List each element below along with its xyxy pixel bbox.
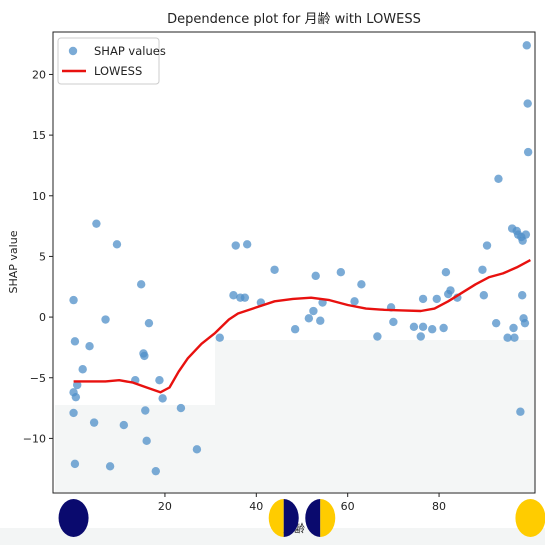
axes-frame xyxy=(52,31,536,494)
scatter-point xyxy=(416,332,425,341)
legend-marker-shap xyxy=(68,46,78,56)
x-tick-label: 40 xyxy=(249,500,263,513)
scatter-point xyxy=(140,351,149,361)
scatter-point xyxy=(89,418,99,427)
scatter-point xyxy=(73,380,82,390)
plot-shading xyxy=(55,305,535,492)
scatter-point xyxy=(311,271,320,281)
scatter-point xyxy=(151,466,160,476)
scatter-point xyxy=(357,280,366,289)
legend: SHAP values LOWESS xyxy=(57,37,166,85)
scatter-point xyxy=(231,241,240,250)
chart-title: Dependence plot for 月齢 with LOWESS xyxy=(167,12,421,27)
scatter-point xyxy=(69,295,78,305)
scatter-point xyxy=(92,219,101,228)
y-tick-label: −5 xyxy=(30,372,46,385)
scatter-point xyxy=(503,333,512,342)
scatter-point xyxy=(155,375,164,385)
scatter-point xyxy=(112,240,122,249)
scatter-point xyxy=(491,318,501,328)
scatter-point xyxy=(101,315,110,324)
axis-ticks: 20 40 60 80 −10 −5 0 5 10 15 20 xyxy=(23,68,446,513)
scatter-point xyxy=(522,41,531,50)
scatter-point xyxy=(523,147,533,157)
y-tick-label: −10 xyxy=(23,432,46,445)
scatter-point xyxy=(478,265,487,274)
bottom-strip xyxy=(0,528,545,545)
lowess-line xyxy=(73,259,531,394)
scatter-point xyxy=(418,294,428,304)
scatter-point xyxy=(439,323,448,333)
scatter-point xyxy=(309,306,318,316)
x-tick-label: 80 xyxy=(432,500,446,513)
scatter-point xyxy=(428,325,437,334)
scatter-point xyxy=(304,314,314,323)
scatter-point xyxy=(85,342,94,351)
scatter-point xyxy=(336,268,346,277)
scatter-point xyxy=(520,318,530,328)
lowess-line-group xyxy=(73,259,531,394)
y-tick-label: 20 xyxy=(32,68,46,81)
scatter-point xyxy=(142,436,151,446)
scatter-point xyxy=(70,459,80,469)
x-tick-label: 60 xyxy=(341,500,355,513)
full-moon-icon xyxy=(515,499,545,537)
scatter-point xyxy=(141,406,150,415)
scatter-point xyxy=(290,325,300,334)
y-tick-label: 5 xyxy=(39,250,46,263)
y-tick-label: 15 xyxy=(32,129,46,142)
scatter-point xyxy=(176,403,186,413)
scatter-point xyxy=(479,291,489,300)
new-moon-icon xyxy=(58,499,89,537)
y-tick-label: 10 xyxy=(32,190,46,203)
legend-label-lowess: LOWESS xyxy=(94,64,142,78)
legend-box xyxy=(57,37,160,85)
scatter-point xyxy=(516,407,525,416)
legend-label-shap: SHAP values xyxy=(94,44,166,58)
scatter-point xyxy=(240,293,250,302)
scatter-point xyxy=(144,318,154,328)
scatter-point xyxy=(119,420,129,430)
scatter-point xyxy=(215,333,224,342)
moon-phase-markers xyxy=(58,499,545,537)
scatter-point xyxy=(446,286,455,295)
scatter-point xyxy=(521,230,531,239)
y-axis-label: SHAP value xyxy=(7,230,20,293)
scatter-points xyxy=(69,41,533,476)
first-quarter-moon-icon xyxy=(268,499,299,537)
scatter-point xyxy=(316,316,325,325)
scatter-point xyxy=(192,445,202,454)
scatter-point xyxy=(350,297,359,306)
scatter-point xyxy=(418,322,428,331)
x-tick-label: 20 xyxy=(158,500,172,513)
scatter-point xyxy=(510,333,519,342)
scatter-point xyxy=(432,294,441,304)
scatter-point xyxy=(523,99,532,108)
scatter-point xyxy=(441,268,451,277)
scatter-point xyxy=(136,280,146,289)
scatter-point xyxy=(518,291,527,300)
scatter-point xyxy=(105,462,115,471)
scatter-point xyxy=(242,240,252,249)
scatter-point xyxy=(270,265,279,274)
scatter-point xyxy=(158,394,167,403)
scatter-point xyxy=(373,332,382,341)
scatter-point xyxy=(69,408,78,418)
y-tick-label: 0 xyxy=(39,311,46,324)
scatter-point xyxy=(229,291,238,300)
scatter-point xyxy=(71,392,81,402)
scatter-point xyxy=(482,241,492,250)
scatter-point xyxy=(509,323,518,333)
last-quarter-moon-icon xyxy=(305,499,336,537)
scatter-point xyxy=(70,337,80,346)
scatter-point xyxy=(389,317,398,327)
scatter-point xyxy=(78,365,87,374)
scatter-point xyxy=(494,174,503,183)
scatter-point xyxy=(409,322,419,331)
